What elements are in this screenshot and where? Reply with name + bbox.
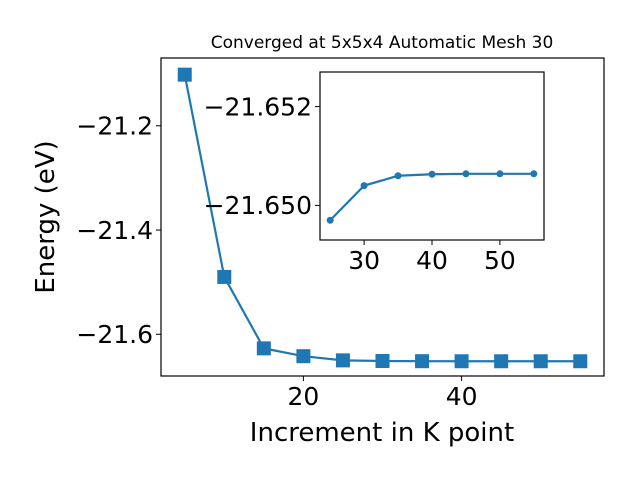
main-data-point bbox=[335, 353, 350, 368]
inset-y-tick-label: −21.650 bbox=[204, 191, 312, 220]
main-x-tick-label: 20 bbox=[287, 382, 319, 411]
inset-data-point bbox=[462, 170, 470, 178]
main-data-point bbox=[177, 67, 192, 82]
inset-x-tick-label: 50 bbox=[484, 246, 516, 275]
main-data-point bbox=[533, 354, 548, 369]
main-data-point bbox=[454, 354, 469, 369]
main-y-tick-label: −21.6 bbox=[76, 320, 153, 349]
main-data-point bbox=[375, 353, 390, 368]
main-data-point bbox=[494, 354, 509, 369]
main-data-point bbox=[415, 354, 430, 369]
inset-data-point bbox=[326, 216, 334, 224]
inset-data-point bbox=[360, 182, 368, 190]
inset-data-point bbox=[530, 170, 538, 178]
main-x-tick-label: 40 bbox=[446, 382, 478, 411]
inset-x-tick-label: 40 bbox=[416, 246, 448, 275]
inset-data-point bbox=[394, 172, 402, 180]
main-data-point bbox=[217, 269, 232, 284]
y-axis-label: Energy (eV) bbox=[31, 140, 61, 293]
inset-x-tick-label: 30 bbox=[348, 246, 380, 275]
inset-y-tick-label: −21.652 bbox=[204, 92, 312, 121]
main-data-point bbox=[256, 341, 271, 356]
inset-plot: 30 40 50 −21.652 −21.650 bbox=[204, 71, 545, 275]
inset-frame bbox=[319, 71, 545, 241]
x-axis-label: Increment in K point bbox=[250, 418, 514, 448]
inset-data-point bbox=[428, 170, 436, 178]
main-data-point bbox=[573, 354, 588, 369]
main-plot: 20 40 −21.2 −21.4 −21.6 bbox=[76, 57, 605, 411]
main-y-tick-label: −21.2 bbox=[76, 112, 153, 141]
main-frame bbox=[160, 57, 605, 377]
chart-title: Converged at 5x5x4 Automatic Mesh 30 bbox=[211, 33, 554, 53]
inset-data-point bbox=[496, 170, 504, 178]
main-data-point bbox=[296, 349, 311, 364]
main-y-tick-label: −21.4 bbox=[76, 216, 153, 245]
